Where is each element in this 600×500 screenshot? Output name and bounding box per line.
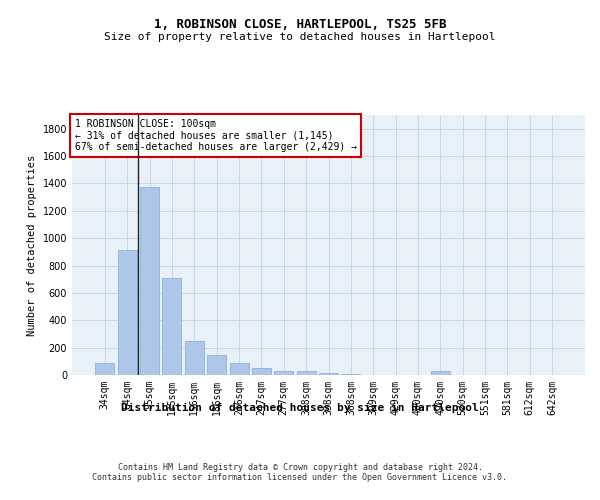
Bar <box>207 354 226 375</box>
Text: Size of property relative to detached houses in Hartlepool: Size of property relative to detached ho… <box>104 32 496 42</box>
Bar <box>163 278 181 375</box>
Text: 1, ROBINSON CLOSE, HARTLEPOOL, TS25 5FB: 1, ROBINSON CLOSE, HARTLEPOOL, TS25 5FB <box>154 18 446 30</box>
Bar <box>230 363 248 375</box>
Y-axis label: Number of detached properties: Number of detached properties <box>27 154 37 336</box>
Bar <box>274 371 293 375</box>
Bar <box>252 368 271 375</box>
Bar <box>118 250 137 375</box>
Bar <box>319 372 338 375</box>
Text: Contains HM Land Registry data © Crown copyright and database right 2024.
Contai: Contains HM Land Registry data © Crown c… <box>92 462 508 482</box>
Text: Distribution of detached houses by size in Hartlepool: Distribution of detached houses by size … <box>121 402 479 412</box>
Bar <box>95 364 115 375</box>
Text: 1 ROBINSON CLOSE: 100sqm
← 31% of detached houses are smaller (1,145)
67% of sem: 1 ROBINSON CLOSE: 100sqm ← 31% of detach… <box>74 119 356 152</box>
Bar <box>140 187 159 375</box>
Bar <box>185 341 204 375</box>
Bar <box>296 371 316 375</box>
Bar <box>341 374 361 375</box>
Bar <box>431 371 450 375</box>
